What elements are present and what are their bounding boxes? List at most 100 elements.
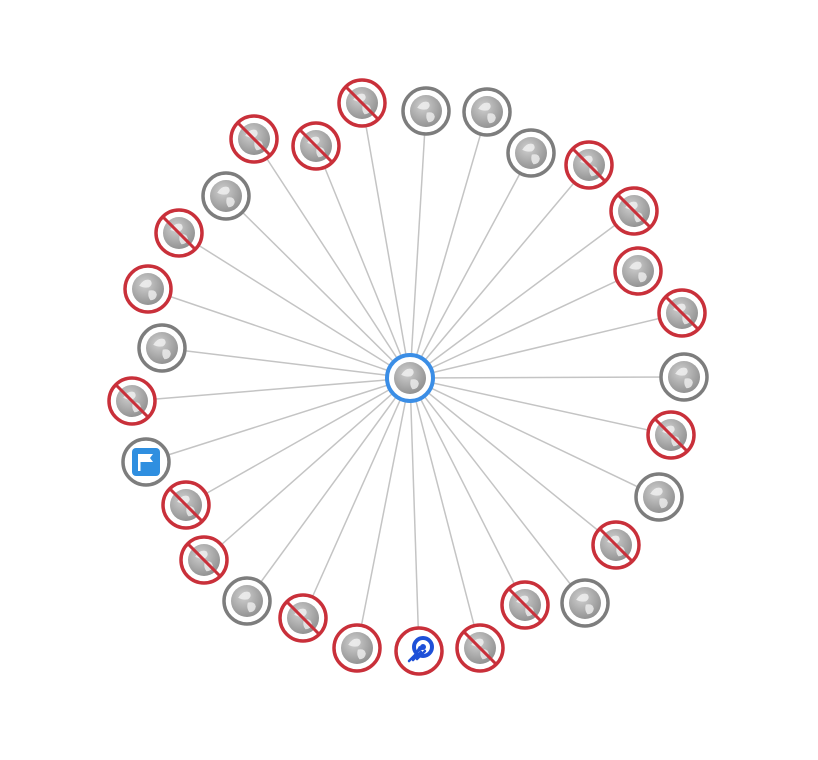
node-ring — [107, 376, 157, 426]
node-28[interactable] — [291, 121, 341, 171]
node-17[interactable] — [394, 626, 444, 676]
node-27[interactable] — [201, 171, 251, 221]
node-ring — [278, 593, 328, 643]
node-ring — [591, 520, 641, 570]
globe-icon — [210, 180, 242, 212]
node-ring — [455, 623, 505, 673]
node-02[interactable] — [401, 86, 451, 136]
node-10[interactable] — [646, 410, 696, 460]
globe-icon — [668, 361, 700, 393]
blocked-slash-icon — [507, 587, 543, 623]
edge-line — [409, 312, 683, 379]
node-05[interactable] — [564, 140, 614, 190]
edge-line — [246, 377, 411, 602]
edge-line — [161, 347, 411, 379]
edge-line — [203, 377, 411, 561]
edge-line — [409, 377, 672, 436]
blocked-slash-icon — [616, 193, 652, 229]
node-15[interactable] — [455, 623, 505, 673]
edge-line — [409, 376, 685, 379]
edges-layer — [131, 102, 685, 652]
edge-line — [409, 377, 617, 546]
blocked-slash-icon — [653, 417, 689, 453]
node-24[interactable] — [137, 323, 187, 373]
node-ring — [500, 580, 550, 630]
node-14[interactable] — [500, 580, 550, 630]
node-ring — [659, 352, 709, 402]
blocked-slash-icon — [598, 527, 634, 563]
node-ring — [560, 578, 610, 628]
node-11[interactable] — [634, 472, 684, 522]
node-04[interactable] — [506, 128, 556, 178]
edge-line — [131, 377, 411, 402]
edge-line — [409, 111, 488, 379]
edge-line — [302, 377, 411, 619]
node-ring — [161, 480, 211, 530]
edge-line — [356, 377, 411, 649]
node-08[interactable] — [657, 288, 707, 338]
node-07[interactable] — [613, 246, 663, 296]
rocket-icon — [407, 636, 434, 663]
node-25[interactable] — [123, 264, 173, 314]
edge-line — [361, 102, 411, 379]
edge-line — [253, 138, 411, 379]
node-16[interactable] — [332, 623, 382, 673]
node-ring — [613, 246, 663, 296]
edge-line — [178, 232, 411, 379]
edge-line — [409, 377, 660, 498]
edge-line — [409, 152, 532, 379]
node-21[interactable] — [161, 480, 211, 530]
globe-icon — [622, 255, 654, 287]
node-23[interactable] — [107, 376, 157, 426]
edge-line — [409, 164, 590, 379]
node-ring — [332, 623, 382, 673]
node-ring — [201, 171, 251, 221]
edge-line — [409, 377, 420, 652]
blocked-slash-icon — [161, 215, 197, 251]
node-ring — [123, 264, 173, 314]
globe-icon — [231, 585, 263, 617]
globe-icon — [569, 587, 601, 619]
node-ring — [229, 114, 279, 164]
node-12[interactable] — [591, 520, 641, 570]
center-globe-node[interactable] — [385, 353, 435, 403]
node-01[interactable] — [337, 78, 387, 128]
node-03[interactable] — [462, 87, 512, 137]
blocked-slash-icon — [462, 630, 498, 666]
node-26[interactable] — [154, 208, 204, 258]
edge-line — [409, 377, 526, 606]
node-ring — [179, 535, 229, 585]
flag-icon — [132, 448, 160, 476]
blocked-slash-icon — [344, 85, 380, 121]
globe-icon — [515, 137, 547, 169]
edge-line — [315, 145, 411, 379]
nodes-layer — [107, 78, 709, 676]
blocked-slash-icon — [236, 121, 272, 157]
globe-icon — [410, 95, 442, 127]
node-29[interactable] — [229, 114, 279, 164]
edge-line — [145, 377, 411, 463]
node-ring — [646, 410, 696, 460]
node-ring — [291, 121, 341, 171]
blocked-slash-icon — [114, 383, 150, 419]
node-18[interactable] — [278, 593, 328, 643]
node-13[interactable] — [560, 578, 610, 628]
edge-line — [225, 195, 411, 379]
node-ring — [462, 87, 512, 137]
node-19[interactable] — [222, 576, 272, 626]
node-ring — [401, 86, 451, 136]
node-ring — [564, 140, 614, 190]
blocked-slash-icon — [285, 600, 321, 636]
edge-line — [185, 377, 411, 506]
blocked-slash-icon — [664, 295, 700, 331]
node-22[interactable] — [121, 437, 171, 487]
node-ring — [657, 288, 707, 338]
node-09[interactable] — [659, 352, 709, 402]
node-ring — [609, 186, 659, 236]
globe-icon — [471, 96, 503, 128]
node-ring — [137, 323, 187, 373]
edge-line — [147, 288, 411, 379]
node-06[interactable] — [609, 186, 659, 236]
blocked-slash-icon — [571, 147, 607, 183]
node-20[interactable] — [179, 535, 229, 585]
